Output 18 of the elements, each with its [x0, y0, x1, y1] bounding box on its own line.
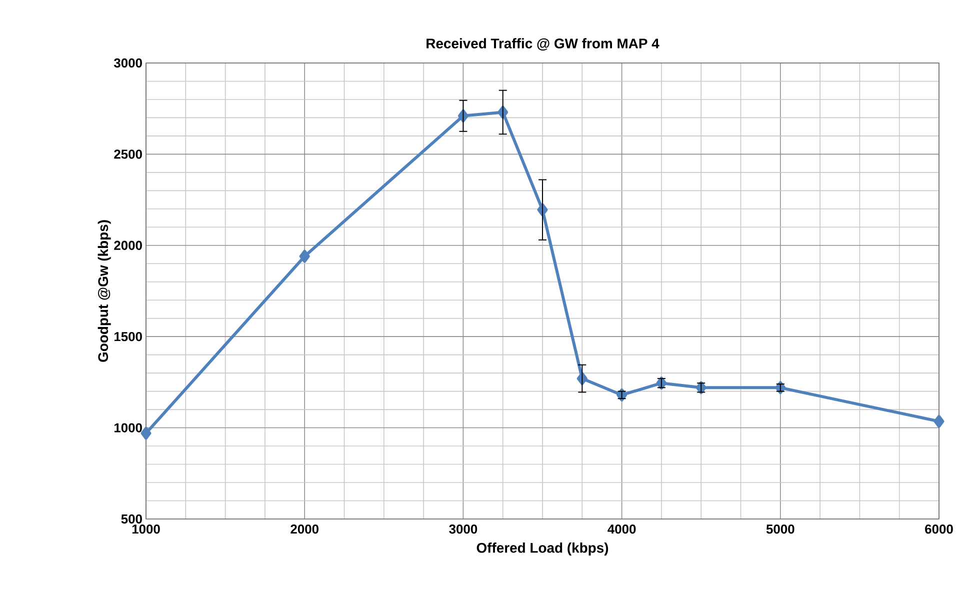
chart-title: Received Traffic @ GW from MAP 4 [426, 38, 660, 50]
y-tick-label: 2500 [114, 150, 142, 159]
x-tick-label: 2000 [290, 524, 318, 534]
y-tick-label: 3000 [114, 58, 142, 68]
point [299, 250, 310, 263]
y-axis-title: Goodput @Gw (kbps) [98, 220, 111, 362]
x-tick-label: 5000 [766, 524, 794, 534]
point [140, 426, 152, 440]
x-tick-label: 1000 [132, 524, 160, 534]
x-axis-title: Offered Load (kbps) [476, 542, 608, 556]
y-tick-label: 1000 [114, 423, 142, 432]
x-tick-label: 4000 [608, 524, 636, 534]
x-tick-label: 6000 [925, 524, 953, 534]
point [934, 414, 944, 428]
y-tick-label: 2000 [114, 240, 142, 250]
y-tick-label: 500 [121, 514, 142, 524]
x-tick-label: 3000 [449, 524, 478, 534]
y-tick-label: 1500 [114, 332, 142, 342]
